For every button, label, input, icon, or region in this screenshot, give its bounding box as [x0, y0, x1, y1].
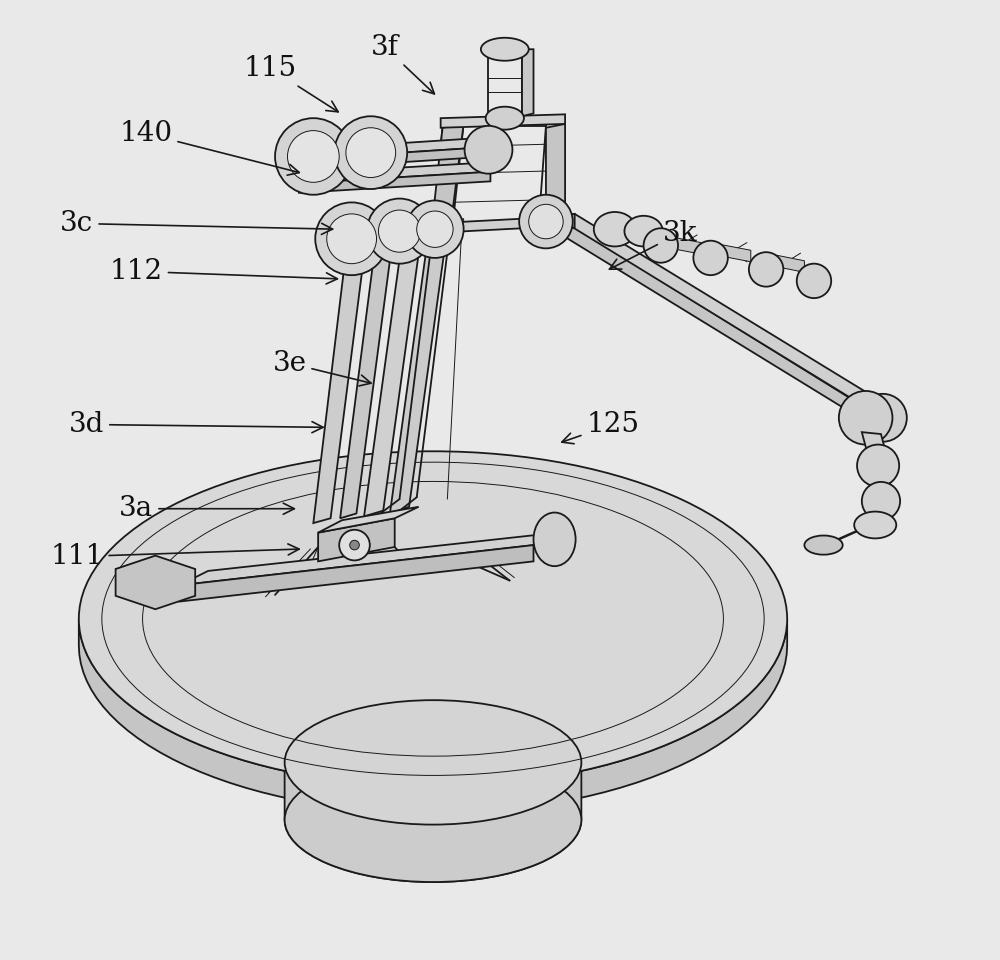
Ellipse shape — [285, 700, 581, 825]
Polygon shape — [556, 228, 892, 427]
Ellipse shape — [749, 252, 783, 287]
Text: 3d: 3d — [69, 411, 323, 438]
Circle shape — [339, 530, 370, 561]
Polygon shape — [116, 556, 195, 610]
Ellipse shape — [519, 195, 573, 249]
Polygon shape — [318, 507, 419, 533]
Ellipse shape — [275, 118, 352, 195]
Ellipse shape — [346, 128, 396, 178]
Ellipse shape — [857, 444, 899, 487]
Polygon shape — [862, 432, 891, 470]
Text: 125: 125 — [562, 411, 639, 444]
Ellipse shape — [839, 391, 892, 444]
Polygon shape — [556, 214, 892, 413]
Polygon shape — [522, 49, 534, 116]
Ellipse shape — [624, 216, 663, 247]
Polygon shape — [299, 162, 490, 183]
Polygon shape — [285, 700, 581, 882]
Ellipse shape — [481, 37, 529, 60]
Text: 3e: 3e — [272, 349, 371, 386]
Polygon shape — [299, 147, 490, 169]
Ellipse shape — [327, 214, 377, 264]
Ellipse shape — [465, 126, 512, 174]
Polygon shape — [546, 124, 565, 228]
Ellipse shape — [334, 116, 407, 189]
Polygon shape — [556, 214, 575, 231]
Ellipse shape — [644, 228, 678, 263]
Ellipse shape — [859, 394, 907, 442]
Circle shape — [350, 540, 359, 550]
Polygon shape — [766, 253, 804, 273]
Ellipse shape — [378, 210, 421, 252]
Polygon shape — [339, 219, 464, 239]
Text: 3f: 3f — [371, 34, 434, 94]
Polygon shape — [867, 470, 894, 504]
Polygon shape — [340, 239, 393, 518]
Polygon shape — [318, 518, 395, 562]
Ellipse shape — [406, 201, 464, 258]
Ellipse shape — [79, 451, 787, 786]
Polygon shape — [431, 217, 559, 233]
Text: 3k: 3k — [609, 220, 697, 269]
Ellipse shape — [417, 211, 453, 248]
Text: 112: 112 — [110, 258, 337, 285]
Ellipse shape — [693, 241, 728, 276]
Text: 140: 140 — [119, 120, 299, 175]
Ellipse shape — [862, 482, 900, 520]
Text: 3a: 3a — [119, 495, 294, 522]
Ellipse shape — [285, 757, 581, 882]
Polygon shape — [431, 124, 464, 233]
Polygon shape — [179, 545, 534, 602]
Ellipse shape — [529, 204, 563, 239]
Text: 3c: 3c — [60, 210, 333, 237]
Polygon shape — [313, 241, 366, 523]
Ellipse shape — [486, 107, 524, 130]
Polygon shape — [661, 235, 701, 254]
Text: 111: 111 — [50, 543, 299, 570]
Polygon shape — [711, 243, 751, 262]
Text: 115: 115 — [244, 55, 338, 111]
Polygon shape — [299, 137, 490, 159]
Ellipse shape — [804, 536, 843, 555]
Polygon shape — [390, 229, 447, 514]
Ellipse shape — [315, 203, 388, 276]
Ellipse shape — [594, 212, 636, 247]
Ellipse shape — [367, 199, 432, 264]
Polygon shape — [79, 619, 787, 813]
Ellipse shape — [287, 131, 339, 182]
Ellipse shape — [534, 513, 576, 566]
Polygon shape — [299, 172, 490, 193]
Polygon shape — [441, 114, 565, 128]
Polygon shape — [179, 533, 557, 586]
Ellipse shape — [797, 264, 831, 299]
Ellipse shape — [854, 512, 896, 539]
Polygon shape — [364, 233, 422, 516]
